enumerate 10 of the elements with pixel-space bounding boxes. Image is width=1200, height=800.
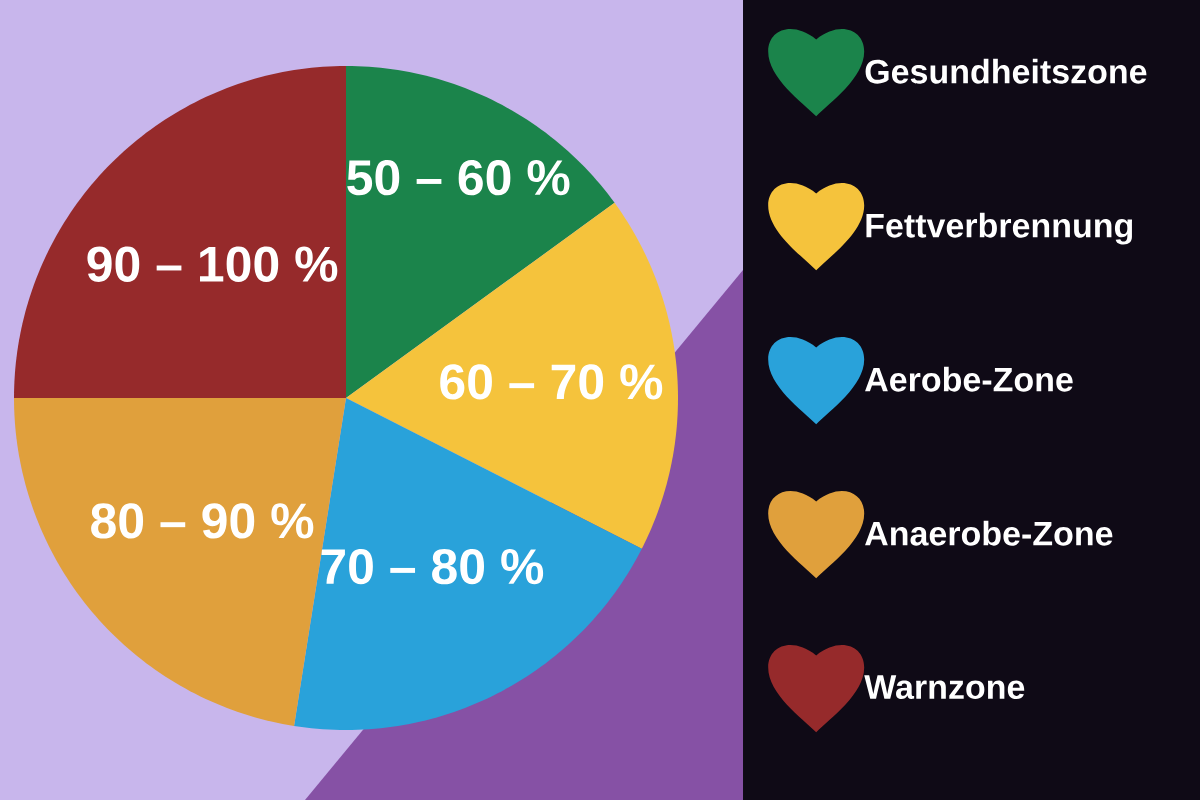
- legend-label: Anaerobe-Zone: [865, 520, 1113, 546]
- text: 70 – 80 %: [321, 548, 544, 585]
- text: 80 – 90 %: [91, 503, 314, 539]
- legend-label: Gesundheitszone: [865, 58, 1147, 84]
- legend-label: Fettverbrennung: [866, 212, 1133, 245]
- legend-label: Warnzone: [864, 675, 1025, 700]
- legend-label: Aerobe-Zone: [865, 366, 1073, 392]
- text: 60 – 70 %: [440, 364, 663, 400]
- text: 90 – 100 %: [87, 246, 338, 282]
- text: 50 – 60 %: [347, 159, 570, 196]
